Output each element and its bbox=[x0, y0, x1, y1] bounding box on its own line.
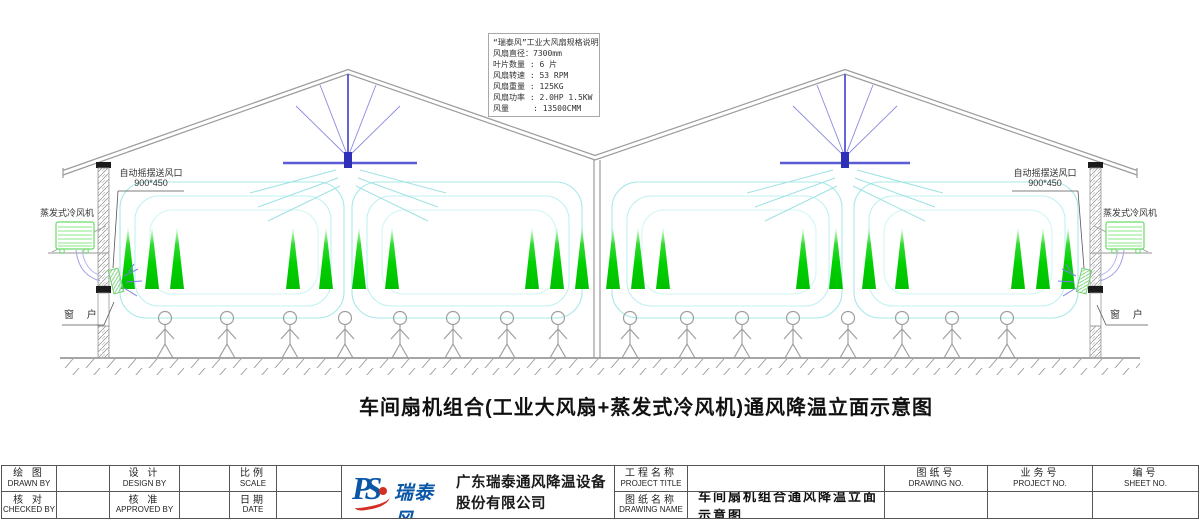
evaporative-cooler-right bbox=[1091, 221, 1152, 282]
swing-outlet-left bbox=[107, 263, 143, 297]
outlet-label-left: 自动摇摆送风口 900*450 bbox=[119, 168, 183, 188]
spec-line: 风扇重量 : 125KG bbox=[493, 82, 564, 91]
title-block: 绘 图 DRAWN BY 设 计 DESIGN BY 比例 SCALE PS 瑞… bbox=[1, 465, 1199, 519]
date-value bbox=[277, 492, 342, 519]
date-label: 日期 DATE bbox=[230, 492, 277, 519]
project-title-label: 工程名称 PROJECT TITLE bbox=[615, 466, 688, 492]
scale-label: 比例 SCALE bbox=[230, 466, 277, 492]
spec-line: 风扇转速 : 53 RPM bbox=[493, 71, 569, 80]
spec-line: 叶片数量 : 6 片 bbox=[493, 60, 558, 69]
approved-by-value bbox=[180, 492, 230, 519]
evaporative-cooler-left bbox=[48, 221, 109, 282]
project-title-value bbox=[688, 466, 885, 492]
checked-by-value bbox=[57, 492, 110, 519]
drawing-no-label: 图纸号 DRAWING NO. bbox=[885, 466, 988, 492]
window-label-left: 窗 户 bbox=[64, 310, 102, 321]
ground bbox=[60, 357, 1140, 375]
fan-air-jets bbox=[249, 169, 944, 222]
fan-motor bbox=[344, 152, 352, 168]
outlet-label-right: 自动摇摆送风口 900*450 bbox=[1013, 168, 1077, 188]
design-by-label: 设 计 DESIGN BY bbox=[110, 466, 180, 492]
window-label-right: 窗 户 bbox=[1110, 310, 1148, 321]
leader-lines bbox=[62, 190, 1148, 326]
window-lintel bbox=[96, 286, 111, 293]
left-wall bbox=[96, 162, 111, 359]
logo-red-dot-icon bbox=[379, 487, 387, 495]
project-no-value bbox=[988, 492, 1093, 519]
roof-structure bbox=[62, 68, 1138, 358]
window-lintel bbox=[1088, 286, 1103, 293]
fan-motor bbox=[841, 152, 849, 168]
drawing-main-title: 车间扇机组合(工业大风扇+蒸发式冷风机)通风降温立面示意图 bbox=[359, 397, 933, 419]
company-cell: PS 瑞泰风 广东瑞泰通风降温设备股份有限公司 bbox=[342, 466, 615, 519]
right-wall bbox=[1088, 162, 1103, 359]
airflow-loops bbox=[119, 181, 1079, 319]
drawing-name-label: 图纸名称 DRAWING NAME bbox=[615, 492, 688, 519]
spec-line: 风扇功率 : 2.0HP 1.5KW bbox=[493, 93, 593, 102]
project-no-label: 业务号 PROJECT NO. bbox=[988, 466, 1093, 492]
approved-by-label: 核 准 APPROVED BY bbox=[110, 492, 180, 519]
sheet-no-value bbox=[1093, 492, 1199, 519]
cooler-duct bbox=[75, 249, 101, 282]
swing-outlet-right bbox=[1057, 263, 1093, 297]
drawing-no-value bbox=[885, 492, 988, 519]
hvls-fan-right bbox=[780, 74, 910, 168]
cooler-label-right: 蒸发式冷风机 bbox=[1103, 208, 1158, 218]
sheet-no-label: 编号 SHEET NO. bbox=[1093, 466, 1199, 492]
drawn-by-label: 绘 图 DRAWN BY bbox=[2, 466, 57, 492]
logo-brand-text: 瑞泰风 bbox=[394, 483, 435, 518]
cooler-label-left: 蒸发式冷风机 bbox=[40, 208, 95, 218]
spec-line: 风扇直径：7300mm bbox=[493, 49, 562, 58]
drawing-name-value: 车间扇机组合通风降温立面示意图 bbox=[688, 492, 885, 519]
drawn-by-value bbox=[57, 466, 110, 492]
fan-spec-box: “瑞泰风”工业大风扇规格说明 风扇直径：7300mm 叶片数量 : 6 片风扇转速 … bbox=[488, 33, 600, 117]
spec-title: “瑞泰风”工业大风扇规格说明 bbox=[493, 38, 599, 47]
cooler-duct bbox=[1099, 249, 1125, 282]
company-name: 广东瑞泰通风降温设备股份有限公司 bbox=[456, 475, 606, 512]
scale-value bbox=[277, 466, 342, 492]
checked-by-label: 核 对 CHECKED BY bbox=[2, 492, 57, 519]
design-by-value bbox=[180, 466, 230, 492]
workshop-elevation-diagram bbox=[48, 68, 1152, 375]
cool-air-cones bbox=[121, 226, 1075, 289]
company-logo: PS 瑞泰风 bbox=[352, 470, 448, 518]
hvls-fan-left bbox=[283, 74, 417, 168]
spec-line: 风量 : 13500CMM bbox=[493, 104, 582, 113]
